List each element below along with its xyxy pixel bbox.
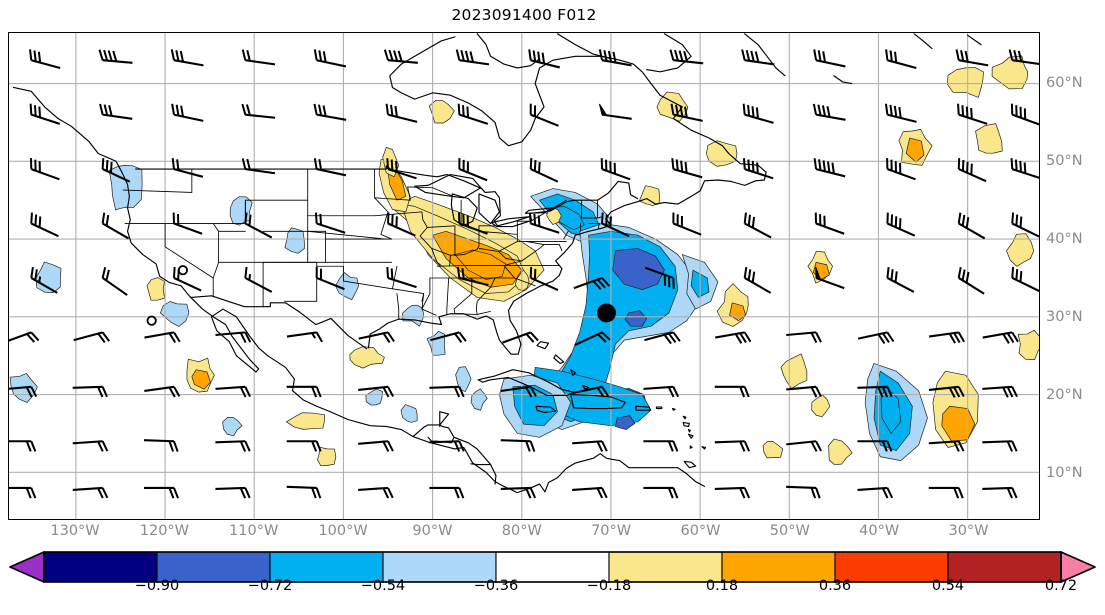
colorbar-swatches <box>9 551 1096 583</box>
longitude-axis-labels: 130°W 120°W 110°W 100°W 90°W 80°W 70°W 60°W 50°W… <box>8 523 1040 547</box>
colorbar-tick-8: 0.72 <box>1044 578 1078 594</box>
colorbar-tick-7: 0.54 <box>931 578 965 594</box>
x-tick-label-1: 120°W <box>139 523 190 539</box>
colorbar-tick-6: 0.36 <box>818 578 852 594</box>
latitude-axis-labels: 60°N 50°N 40°N 30°N 20°N 10°N <box>1046 32 1105 520</box>
colorbar[interactable] <box>8 551 1097 583</box>
wind-barbs-layer <box>9 49 1039 499</box>
colorbar-tick-1: −0.72 <box>247 578 293 594</box>
y-tick-label-0: 60°N <box>1046 74 1083 91</box>
x-tick-label-7: 60°W <box>680 523 721 539</box>
x-tick-label-3: 100°W <box>318 523 368 539</box>
x-tick-label-2: 110°W <box>229 523 279 539</box>
x-tick-label-6: 70°W <box>591 523 632 539</box>
y-tick-label-1: 50°N <box>1046 152 1083 169</box>
colorbar-tick-3: −0.36 <box>473 578 519 594</box>
x-tick-label-5: 80°W <box>501 523 542 539</box>
y-tick-label-5: 10°N <box>1046 465 1083 482</box>
x-tick-label-0: 130°W <box>50 523 100 539</box>
colorbar-tick-0: −0.90 <box>134 578 180 594</box>
y-tick-label-3: 30°N <box>1046 309 1083 325</box>
x-tick-label-8: 50°W <box>769 523 810 539</box>
figure-title: 2023091400 F012 <box>451 6 597 24</box>
x-tick-label-10: 30°W <box>948 523 989 539</box>
x-tick-label-9: 40°W <box>859 523 900 539</box>
y-tick-label-2: 40°N <box>1046 230 1083 247</box>
y-tick-label-4: 20°N <box>1046 387 1083 404</box>
colorbar-tick-5: 0.18 <box>705 578 739 594</box>
map-canvas <box>9 33 1039 519</box>
colorbar-tick-2: −0.54 <box>360 578 406 594</box>
colorbar-tick-4: −0.18 <box>586 578 632 594</box>
map-plot-area[interactable] <box>8 32 1040 520</box>
colorbar-tick-labels: −0.90 −0.72 −0.54 −0.36 −0.18 0.18 0.36 0.54 0.7… <box>0 578 1105 600</box>
x-tick-label-4: 90°W <box>412 523 453 539</box>
storm-center-marker <box>597 303 616 323</box>
anomaly-shading-layer <box>9 55 1039 466</box>
